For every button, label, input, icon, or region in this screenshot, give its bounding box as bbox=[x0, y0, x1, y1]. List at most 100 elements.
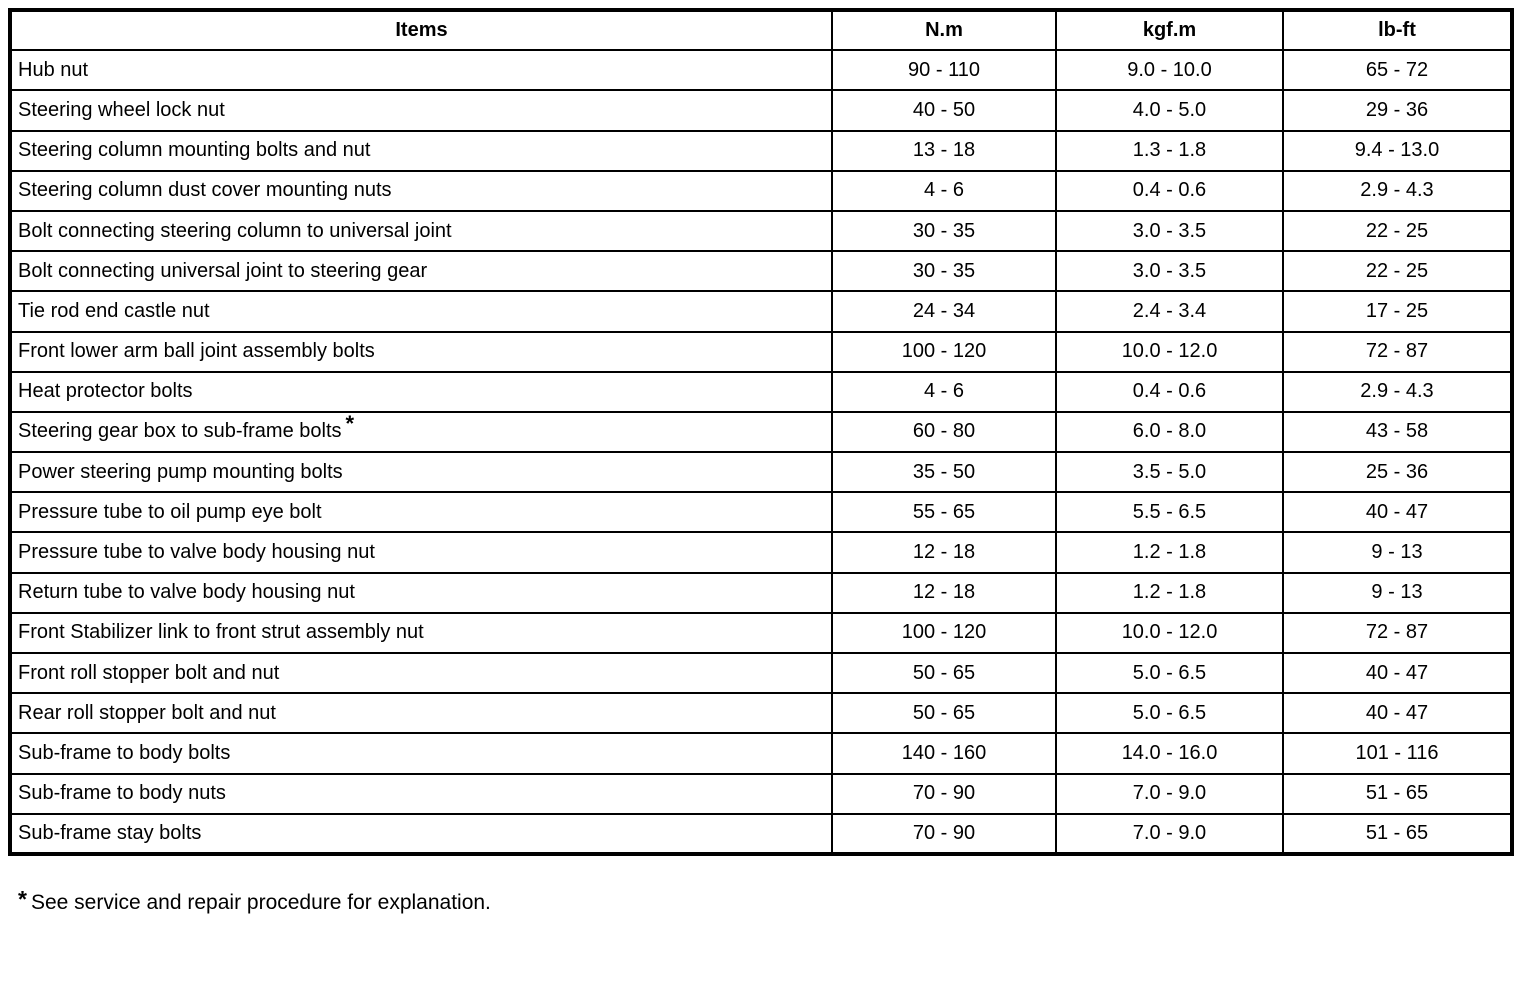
table-row: Hub nut 90 - 110 9.0 - 10.0 65 - 72 bbox=[9, 49, 1513, 92]
lbft-value-cell: 72 - 87 bbox=[1282, 330, 1513, 373]
table-header-row: Items N.m kgf.m lb-ft bbox=[9, 8, 1513, 52]
torque-spec-table: Items N.m kgf.m lb-ft Hub nut 90 - 110 9.0… bbox=[8, 8, 1514, 856]
table-row: Front lower arm ball joint assembly bolt… bbox=[9, 330, 1513, 373]
lbft-value-cell: 40 - 47 bbox=[1282, 491, 1513, 534]
item-cell: Sub-frame to body bolts bbox=[9, 732, 833, 775]
nm-value-cell: 100 - 120 bbox=[831, 611, 1057, 655]
item-label: Rear roll stopper bolt and nut bbox=[18, 701, 276, 724]
nm-value-cell: 30 - 35 bbox=[831, 209, 1057, 253]
nm-value-cell: 100 - 120 bbox=[831, 330, 1057, 373]
column-header-nm: N.m bbox=[831, 8, 1057, 52]
lbft-value-cell: 22 - 25 bbox=[1282, 209, 1513, 253]
item-cell: Sub-frame stay bolts bbox=[9, 812, 833, 855]
lbft-value-cell: 2.9 - 4.3 bbox=[1282, 370, 1513, 413]
nm-value-cell: 50 - 65 bbox=[831, 692, 1057, 735]
lbft-value-cell: 43 - 58 bbox=[1282, 410, 1513, 454]
item-cell: Front roll stopper bolt and nut bbox=[9, 651, 833, 695]
item-label: Sub-frame stay bolts bbox=[18, 821, 202, 844]
kgfm-value-cell: 5.5 - 6.5 bbox=[1055, 491, 1284, 534]
kgfm-value-cell: 5.0 - 6.5 bbox=[1055, 651, 1284, 695]
nm-value-cell: 24 - 34 bbox=[831, 290, 1057, 333]
item-cell: Bolt connecting steering column to unive… bbox=[9, 209, 833, 253]
item-cell: Return tube to valve body housing nut bbox=[9, 571, 833, 614]
table-row: Bolt connecting steering column to unive… bbox=[9, 209, 1513, 253]
kgfm-value-cell: 3.0 - 3.5 bbox=[1055, 209, 1284, 253]
table-row: Pressure tube to oil pump eye bolt 55 - 6… bbox=[9, 491, 1513, 534]
table-row: Sub-frame to body nuts 70 - 90 7.0 - 9.0 51… bbox=[9, 772, 1513, 815]
nm-value-cell: 70 - 90 bbox=[831, 772, 1057, 815]
nm-value-cell: 12 - 18 bbox=[831, 531, 1057, 574]
item-label: Pressure tube to oil pump eye bolt bbox=[18, 500, 322, 523]
nm-value-cell: 35 - 50 bbox=[831, 451, 1057, 494]
lbft-value-cell: 17 - 25 bbox=[1282, 290, 1513, 333]
nm-value-cell: 55 - 65 bbox=[831, 491, 1057, 534]
table-row: Sub-frame to body bolts 140 - 160 14.0 - 1… bbox=[9, 732, 1513, 775]
item-cell: Power steering pump mounting bolts bbox=[9, 451, 833, 494]
column-header-items: Items bbox=[9, 8, 833, 52]
kgfm-value-cell: 9.0 - 10.0 bbox=[1055, 49, 1284, 92]
table-row: Steering gear box to sub-frame bolts * 60 … bbox=[9, 410, 1513, 454]
lbft-value-cell: 29 - 36 bbox=[1282, 89, 1513, 132]
kgfm-value-cell: 3.5 - 5.0 bbox=[1055, 451, 1284, 494]
item-label: Steering wheel lock nut bbox=[18, 98, 225, 121]
lbft-value-cell: 9.4 - 13.0 bbox=[1282, 129, 1513, 172]
item-cell: Steering wheel lock nut bbox=[9, 89, 833, 132]
nm-value-cell: 40 - 50 bbox=[831, 89, 1057, 132]
item-cell: Steering column mounting bolts and nut bbox=[9, 129, 833, 172]
item-cell: Steering gear box to sub-frame bolts * bbox=[9, 410, 833, 454]
kgfm-value-cell: 10.0 - 12.0 bbox=[1055, 330, 1284, 373]
kgfm-value-cell: 3.0 - 3.5 bbox=[1055, 250, 1284, 293]
kgfm-value-cell: 0.4 - 0.6 bbox=[1055, 169, 1284, 212]
lbft-value-cell: 22 - 25 bbox=[1282, 250, 1513, 293]
table-row: Rear roll stopper bolt and nut 50 - 65 5.0… bbox=[9, 692, 1513, 735]
kgfm-value-cell: 4.0 - 5.0 bbox=[1055, 89, 1284, 132]
lbft-value-cell: 72 - 87 bbox=[1282, 611, 1513, 655]
item-label: Heat protector bolts bbox=[18, 380, 193, 403]
item-cell: Rear roll stopper bolt and nut bbox=[9, 692, 833, 735]
item-label: Front Stabilizer link to front strut ass… bbox=[18, 621, 424, 644]
nm-value-cell: 13 - 18 bbox=[831, 129, 1057, 172]
item-label: Steering column mounting bolts and nut bbox=[18, 139, 371, 162]
item-label: Steering gear box to sub-frame bolts bbox=[18, 420, 342, 443]
lbft-value-cell: 9 - 13 bbox=[1282, 531, 1513, 574]
lbft-value-cell: 51 - 65 bbox=[1282, 812, 1513, 855]
item-label: Steering column dust cover mounting nuts bbox=[18, 179, 392, 202]
kgfm-value-cell: 1.3 - 1.8 bbox=[1055, 129, 1284, 172]
lbft-value-cell: 51 - 65 bbox=[1282, 772, 1513, 815]
lbft-value-cell: 40 - 47 bbox=[1282, 651, 1513, 695]
table-row: Steering wheel lock nut 40 - 50 4.0 - 5.0 2… bbox=[9, 89, 1513, 132]
nm-value-cell: 140 - 160 bbox=[831, 732, 1057, 775]
item-cell: Tie rod end castle nut bbox=[9, 290, 833, 333]
column-header-lbft: lb-ft bbox=[1282, 8, 1513, 52]
footnote-text: See service and repair procedure for exp… bbox=[30, 890, 491, 914]
footnote: * See service and repair procedure for ex… bbox=[18, 886, 1512, 915]
item-label: Power steering pump mounting bolts bbox=[18, 460, 343, 483]
kgfm-value-cell: 14.0 - 16.0 bbox=[1055, 732, 1284, 775]
item-cell: Steering column dust cover mounting nuts bbox=[9, 169, 833, 212]
column-header-kgfm: kgf.m bbox=[1055, 8, 1284, 52]
item-cell: Bolt connecting universal joint to steer… bbox=[9, 250, 833, 293]
footnote-asterisk: * bbox=[18, 885, 27, 912]
lbft-value-cell: 2.9 - 4.3 bbox=[1282, 169, 1513, 212]
table-row: Steering column mounting bolts and nut 13… bbox=[9, 129, 1513, 172]
kgfm-value-cell: 1.2 - 1.8 bbox=[1055, 571, 1284, 614]
table-row: Front Stabilizer link to front strut ass… bbox=[9, 611, 1513, 655]
footnote-marker: * bbox=[345, 411, 355, 437]
item-cell: Front Stabilizer link to front strut ass… bbox=[9, 611, 833, 655]
kgfm-value-cell: 6.0 - 8.0 bbox=[1055, 410, 1284, 454]
table-row: Tie rod end castle nut 24 - 34 2.4 - 3.4 17… bbox=[9, 290, 1513, 333]
item-label: Pressure tube to valve body housing nut bbox=[18, 541, 375, 564]
item-label: Sub-frame to body bolts bbox=[18, 741, 231, 764]
item-label: Front lower arm ball joint assembly bolt… bbox=[18, 340, 375, 363]
item-label: Tie rod end castle nut bbox=[18, 299, 210, 322]
nm-value-cell: 60 - 80 bbox=[831, 410, 1057, 454]
item-label: Bolt connecting universal joint to steer… bbox=[18, 259, 428, 282]
item-label: Hub nut bbox=[18, 58, 89, 81]
document-page: Items N.m kgf.m lb-ft Hub nut 90 - 110 9.0… bbox=[8, 8, 1514, 915]
table-row: Sub-frame stay bolts 70 - 90 7.0 - 9.0 51 -… bbox=[9, 812, 1513, 855]
nm-value-cell: 4 - 6 bbox=[831, 169, 1057, 212]
item-label: Sub-frame to body nuts bbox=[18, 782, 226, 805]
kgfm-value-cell: 7.0 - 9.0 bbox=[1055, 812, 1284, 855]
nm-value-cell: 30 - 35 bbox=[831, 250, 1057, 293]
item-cell: Pressure tube to oil pump eye bolt bbox=[9, 491, 833, 534]
